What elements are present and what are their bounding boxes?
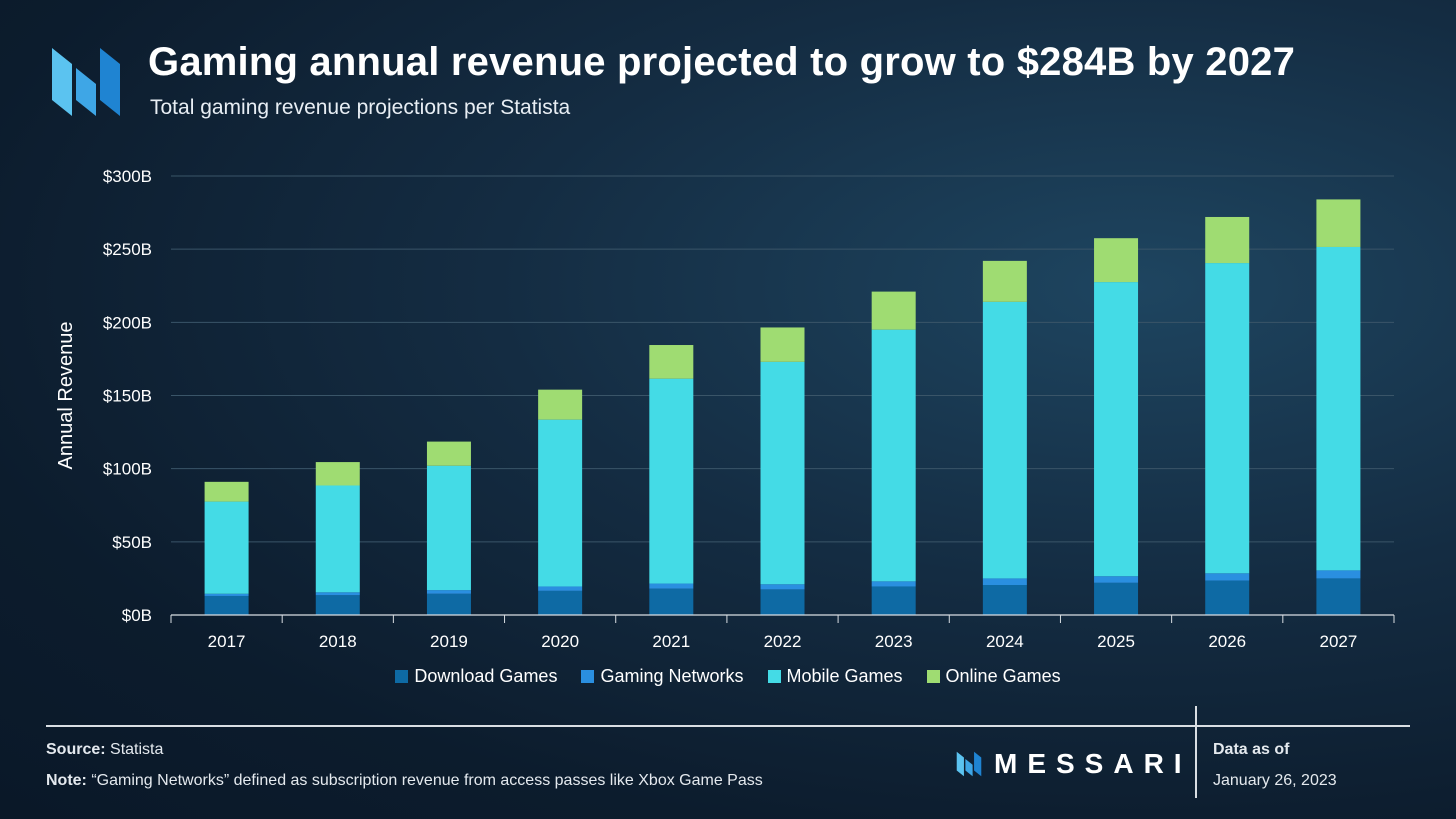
bar-download-games: [538, 590, 583, 615]
bar-gaming-networks: [1205, 573, 1250, 581]
bar-mobile-games: [315, 485, 360, 593]
bar-mobile-games: [538, 419, 583, 587]
legend-label-online-games: Online Games: [945, 666, 1061, 686]
bar-download-games: [982, 585, 1027, 615]
bar-online-games: [760, 327, 805, 362]
bar-gaming-networks: [649, 583, 694, 589]
bar-download-games: [871, 586, 916, 615]
bar-gaming-networks: [982, 578, 1027, 586]
bar-online-games: [649, 345, 694, 379]
bar-gaming-networks: [315, 592, 360, 596]
x-tick-label: 2019: [430, 632, 468, 651]
bar-gaming-networks: [204, 593, 249, 596]
y-tick-label: $0B: [122, 606, 152, 625]
legend-item-mobile-games: Mobile Games: [767, 666, 903, 687]
brand-name: MESSARI: [994, 748, 1192, 779]
bar-gaming-networks: [538, 586, 583, 591]
chart-title: Gaming annual revenue projected to grow …: [148, 40, 1296, 84]
messari-small-logo: [956, 751, 982, 777]
y-tick-label: $150B: [103, 387, 152, 406]
data-as-of-label: Data as of: [1213, 741, 1290, 758]
x-tick-label: 2020: [541, 632, 579, 651]
x-tick-label: 2023: [875, 632, 913, 651]
bar-download-games: [1316, 578, 1361, 615]
bar-download-games: [1205, 580, 1250, 615]
bar-online-games: [204, 481, 249, 502]
x-tick-label: 2021: [652, 632, 690, 651]
note-label: Note:: [46, 772, 87, 789]
chart-subtitle: Total gaming revenue projections per Sta…: [150, 96, 571, 119]
bar-online-games: [426, 441, 471, 466]
footer-divider: [1195, 706, 1197, 798]
bar-mobile-games: [1094, 282, 1139, 577]
y-tick-label: $250B: [103, 240, 152, 259]
bar-online-games: [538, 389, 583, 420]
x-tick-label: 2027: [1319, 632, 1357, 651]
bar-online-games: [871, 291, 916, 330]
note-value: “Gaming Networks” defined as subscriptio…: [91, 772, 763, 789]
bar-gaming-networks: [1094, 576, 1139, 583]
bar-gaming-networks: [426, 590, 471, 594]
bar-download-games: [1094, 582, 1139, 615]
bar-mobile-games: [649, 378, 694, 584]
y-tick-label: $50B: [112, 533, 152, 552]
bar-download-games: [204, 595, 249, 615]
bar-mobile-games: [1205, 263, 1250, 574]
messari-logo: [52, 48, 120, 116]
y-axis-title: Annual Revenue: [55, 322, 77, 470]
y-tick-label: $100B: [103, 460, 152, 479]
bar-gaming-networks: [1316, 570, 1361, 579]
bar-download-games: [649, 588, 694, 615]
bar-mobile-games: [760, 361, 805, 585]
bar-mobile-games: [1316, 246, 1361, 571]
x-tick-label: 2026: [1208, 632, 1246, 651]
bar-gaming-networks: [871, 581, 916, 587]
bar-online-games: [315, 462, 360, 486]
legend-swatch-online-games: [926, 670, 940, 683]
x-tick-label: 2025: [1097, 632, 1135, 651]
legend-label-download-games: Download Games: [414, 666, 558, 686]
bar-online-games: [1205, 216, 1250, 264]
bar-online-games: [1094, 238, 1139, 283]
brand-mark: MESSARI: [956, 748, 1192, 780]
bar-download-games: [426, 593, 471, 615]
y-tick-label: $300B: [103, 167, 152, 186]
bar-gaming-networks: [760, 584, 805, 590]
bar-online-games: [982, 260, 1027, 302]
legend-label-mobile-games: Mobile Games: [786, 666, 903, 686]
stacked-bar-chart: $0B $50B $100B $150B $200B $250B $300B Annual R…: [55, 167, 1395, 651]
x-tick-label: 2017: [208, 632, 246, 651]
legend-item-gaming-networks: Gaming Networks: [581, 666, 744, 687]
chart-legend: Download Games Gaming Networks Mobile Ga…: [0, 666, 1456, 687]
x-tick-label: 2022: [764, 632, 802, 651]
legend-swatch-gaming-networks: [581, 670, 595, 683]
y-tick-label: $200B: [103, 313, 152, 332]
bar-download-games: [315, 595, 360, 615]
bar-mobile-games: [204, 501, 249, 594]
bar-online-games: [1316, 199, 1361, 247]
footer-rule: [46, 725, 1410, 727]
legend-item-online-games: Online Games: [926, 666, 1061, 687]
legend-item-download-games: Download Games: [395, 666, 557, 687]
legend-swatch-mobile-games: [767, 670, 781, 683]
bar-mobile-games: [426, 465, 471, 591]
footer-source: Source: Statista: [46, 741, 163, 759]
legend-swatch-download-games: [395, 670, 409, 683]
bar-mobile-games: [982, 301, 1027, 579]
x-tick-label: 2024: [986, 632, 1024, 651]
source-value: Statista: [110, 741, 164, 758]
bar-mobile-games: [871, 329, 916, 582]
bar-download-games: [760, 589, 805, 615]
source-label: Source:: [46, 741, 106, 758]
x-tick-label: 2018: [319, 632, 357, 651]
data-as-of-date: January 26, 2023: [1213, 772, 1337, 789]
footer-note: Note: “Gaming Networks” defined as subsc…: [46, 772, 763, 790]
legend-label-gaming-networks: Gaming Networks: [600, 666, 744, 686]
